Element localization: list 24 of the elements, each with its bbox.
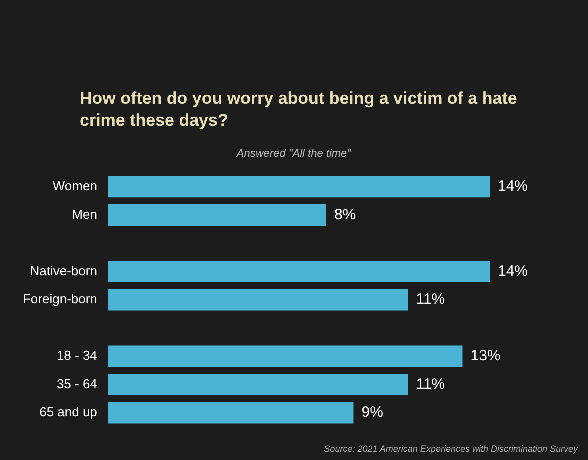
y-tick-label: Foreign-born [22,292,98,307]
source-note: Source: 2021 American Experiences with Discrimination Survey [324,444,578,454]
bar [108,402,354,424]
bar [108,374,408,396]
data-label: 14% [498,262,528,280]
data-label: 8% [334,206,356,224]
y-tick-label: 18 - 34 [56,348,98,364]
y-tick-label: Men [72,206,98,222]
data-label: 13% [470,348,501,365]
bar [108,260,490,282]
y-tick-label: 65 and up [40,404,98,420]
data-label: 9% [362,404,384,422]
y-tick-label: 35 - 64 [56,376,98,392]
y-tick-label: Native-born [30,263,98,278]
bar [108,176,490,198]
bar [108,346,463,368]
y-tick-label: Women [52,178,98,194]
data-label: 11% [416,376,446,393]
chart-subtitle: Answered "All the time" [236,148,352,160]
bar [108,289,408,311]
data-label: 14% [498,178,528,196]
data-label: 11% [416,291,446,308]
bar [108,204,326,226]
chart-title: How often do you worry about being a victim of a hate crime these days? [80,88,518,132]
